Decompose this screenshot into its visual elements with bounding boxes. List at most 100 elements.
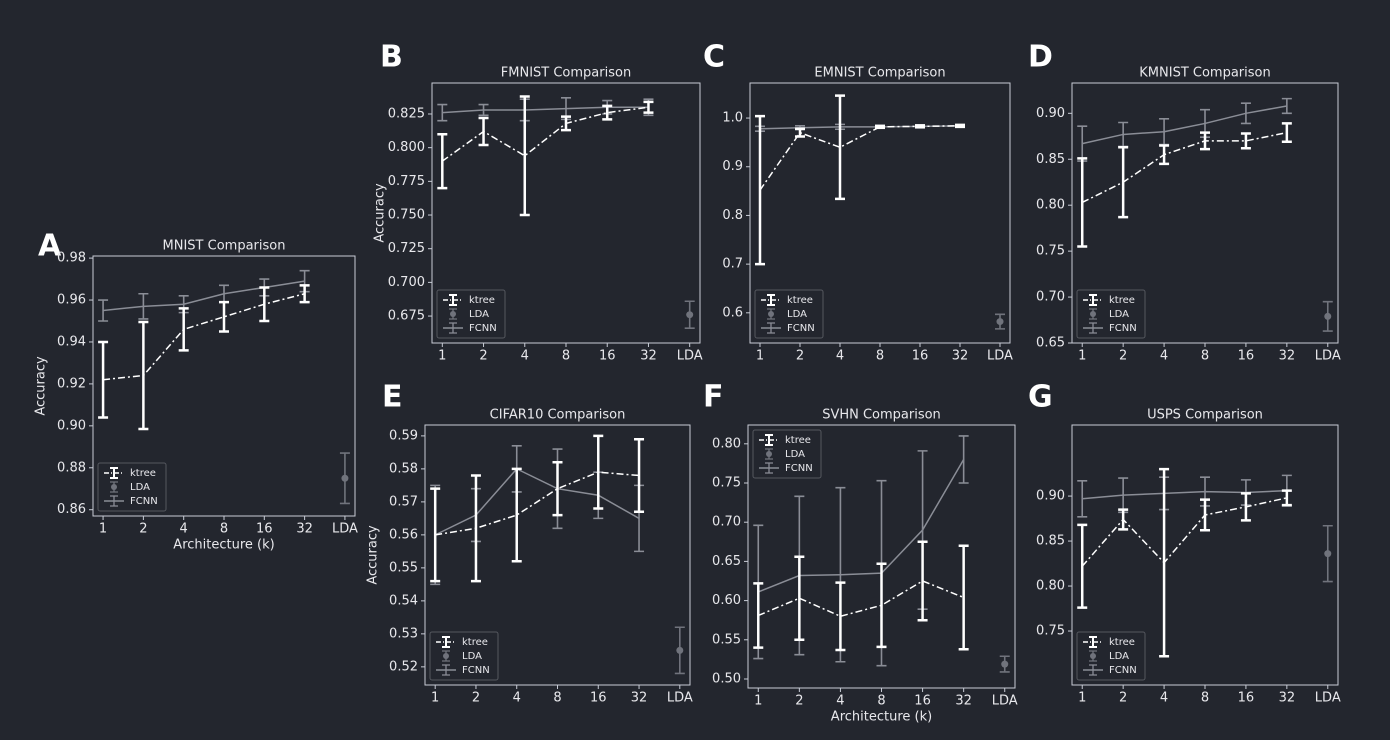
y-tick-label: 0.90 [57, 418, 86, 433]
x-tick-label: 1 [1078, 691, 1086, 706]
error-bar [795, 127, 805, 138]
error-bar [955, 123, 965, 129]
x-tick-label: 2 [795, 694, 803, 709]
panel-letter: A [38, 229, 62, 264]
y-tick-label: 0.90 [1036, 489, 1065, 504]
y-tick-label: 0.60 [712, 593, 741, 608]
y-tick-label: 0.6 [722, 305, 743, 320]
x-tick-label: 16 [256, 522, 273, 537]
legend-errorbar [110, 467, 118, 479]
error-bar [915, 124, 925, 129]
error-bar [917, 540, 928, 622]
legend-label: LDA [1109, 651, 1129, 662]
error-bar [634, 437, 645, 514]
legend-errorbar [1089, 294, 1097, 306]
error-bar [511, 467, 522, 563]
x-tick-label: 32 [296, 522, 313, 537]
chart-title: CIFAR10 Comparison [490, 408, 626, 423]
y-tick-label: 0.80 [712, 436, 741, 451]
x-tick-label: LDA [667, 691, 693, 706]
error-bar [753, 582, 764, 649]
y-tick-label: 0.55 [712, 632, 741, 647]
legend-errorbar [110, 481, 118, 493]
panel-letter: E [382, 380, 403, 415]
error-bar [835, 581, 846, 652]
y-tick-label: 0.65 [1036, 336, 1065, 351]
marker [1324, 550, 1332, 558]
x-tick-label: LDA [1315, 691, 1341, 706]
y-tick-label: 0.86 [57, 502, 86, 517]
panel: F SVHN Comparison Architecture (k) 0.50 0.55… [703, 380, 1018, 725]
y-tick-label: 0.80 [1036, 198, 1065, 213]
error-bar [1118, 146, 1129, 219]
legend-errorbar [449, 294, 457, 306]
x-tick-label: 32 [955, 694, 972, 709]
y-tick-label: 0.800 [388, 140, 425, 155]
error-bar [1240, 132, 1251, 150]
x-tick-label: 4 [1160, 349, 1168, 364]
y-tick-label: 0.59 [389, 428, 418, 443]
y-tick-label: 0.75 [1036, 624, 1065, 639]
error-bar [958, 544, 969, 651]
marker [1001, 660, 1009, 668]
chart-title: EMNIST Comparison [814, 66, 945, 81]
legend-label: FCNN [469, 323, 497, 334]
panel-letter: C [703, 40, 725, 75]
y-tick-label: 0.75 [1036, 244, 1065, 259]
x-tick-label: 16 [914, 694, 931, 709]
chart-title: USPS Comparison [1147, 408, 1263, 423]
y-tick-label: 0.675 [388, 309, 425, 324]
error-bar [430, 487, 441, 583]
marker [686, 311, 694, 319]
marker [1324, 312, 1332, 320]
error-bar [478, 116, 489, 147]
error-bar [1077, 125, 1088, 162]
chart-title: SVHN Comparison [822, 408, 941, 423]
x-tick-label: 4 [513, 691, 521, 706]
legend-errorbar [1089, 636, 1097, 648]
x-tick-label: 8 [553, 691, 561, 706]
series-line [442, 106, 649, 114]
x-tick-label: 8 [220, 522, 228, 537]
y-tick-label: 0.50 [712, 671, 741, 686]
y-tick-label: 0.775 [388, 174, 425, 189]
legend-label: ktree [462, 637, 488, 648]
series-line [434, 467, 640, 536]
legend-label: ktree [1109, 295, 1135, 306]
panel-letter: F [703, 380, 724, 415]
legend-errorbar [1089, 650, 1097, 662]
error-bar [178, 307, 189, 352]
y-tick-label: 0.70 [1036, 290, 1065, 305]
x-tick-label: 1 [756, 349, 764, 364]
y-tick-label: 0.98 [57, 251, 86, 266]
legend-label: FCNN [1109, 665, 1137, 676]
legend-label: LDA [787, 309, 807, 320]
y-tick-label: 0.825 [388, 106, 425, 121]
error-bar [602, 104, 613, 121]
x-tick-label: 2 [479, 349, 487, 364]
legend-errorbar [765, 462, 773, 474]
legend-errorbar [442, 664, 450, 676]
error-bar [1077, 479, 1088, 518]
panel: A MNIST Comparison Accuracy Architecture (k… [34, 229, 358, 553]
error-bar [875, 124, 885, 130]
y-tick-label: 0.85 [1036, 152, 1065, 167]
marker [676, 646, 684, 654]
panel-letter: D [1028, 40, 1053, 75]
x-tick-label: 1 [754, 694, 762, 709]
error-bar [561, 115, 571, 132]
x-tick-label: 2 [1119, 691, 1127, 706]
legend-label: FCNN [130, 496, 158, 507]
y-tick-label: 0.700 [388, 275, 425, 290]
y-tick-label: 0.725 [388, 241, 425, 256]
series-line [102, 293, 305, 381]
error-bar [519, 95, 530, 217]
legend-errorbar [442, 650, 450, 662]
x-tick-label: 8 [562, 349, 570, 364]
error-bar [299, 284, 310, 304]
x-tick-label: LDA [987, 349, 1013, 364]
error-bar [219, 300, 229, 333]
legend-errorbar [1089, 664, 1097, 676]
error-bar [835, 94, 845, 201]
